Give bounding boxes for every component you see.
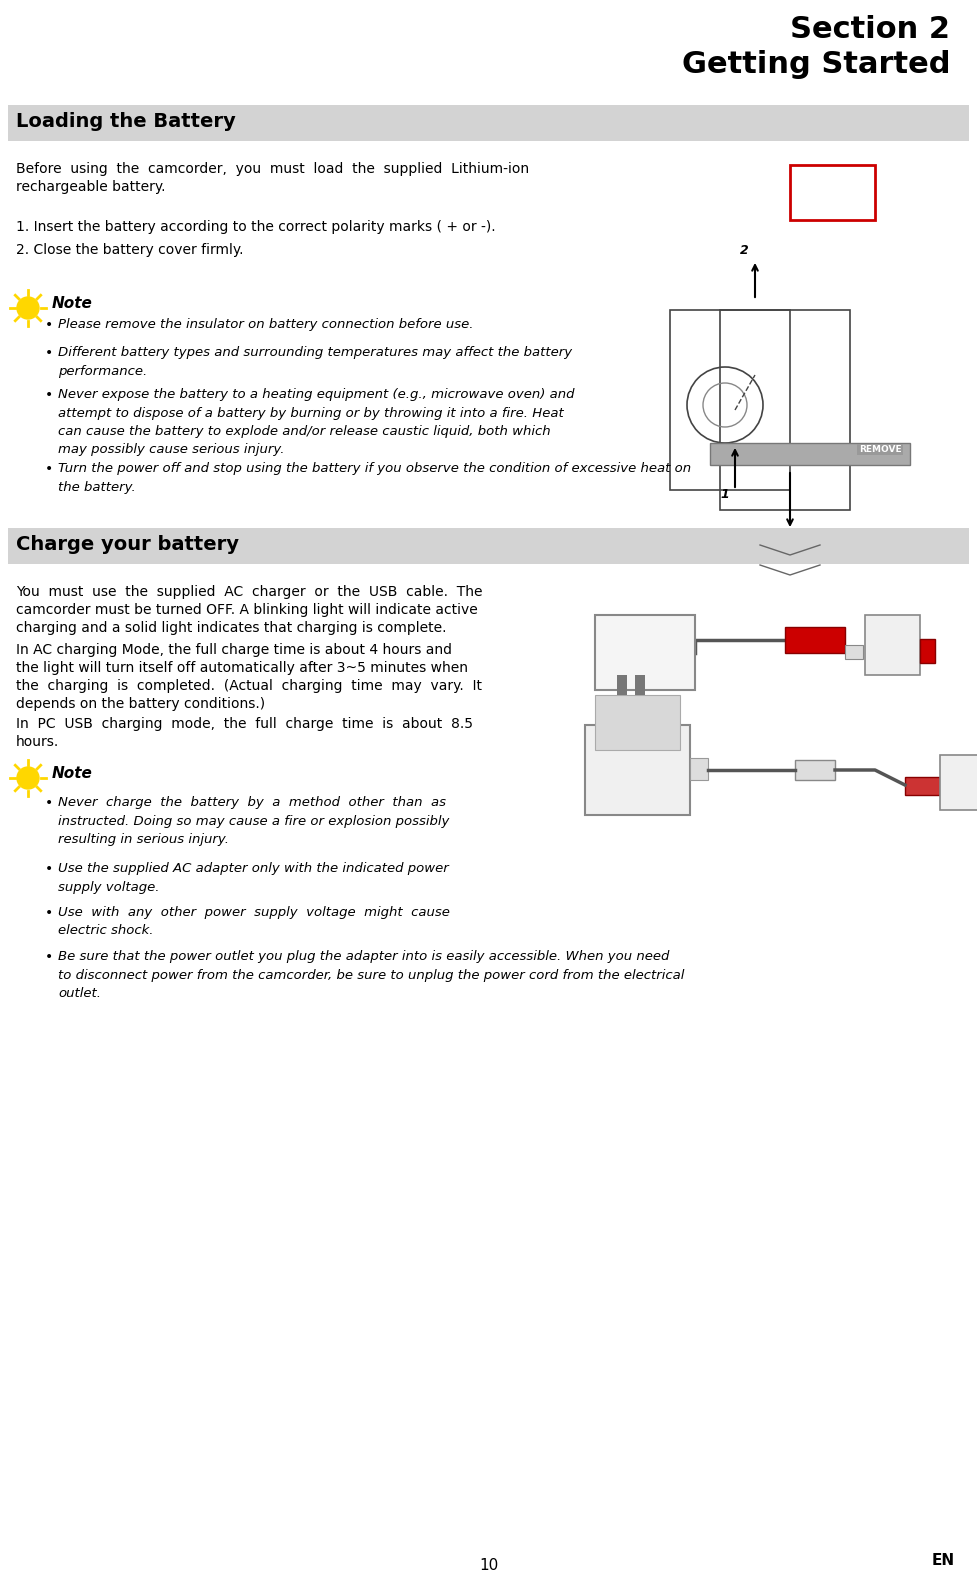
Text: 2: 2 (740, 245, 748, 257)
Text: 2. Close the battery cover firmly.: 2. Close the battery cover firmly. (16, 243, 243, 257)
Text: •: • (45, 862, 54, 876)
Text: the light will turn itself off automatically after 3~5 minutes when: the light will turn itself off automatic… (16, 662, 468, 674)
Text: Note: Note (52, 295, 93, 311)
Bar (790, 164, 875, 219)
Bar (785, 627, 845, 654)
Text: Use  with  any  other  power  supply  voltage  might  cause
electric shock.: Use with any other power supply voltage … (58, 906, 449, 938)
Text: In  PC  USB  charging  mode,  the  full  charge  time  is  about  8.5: In PC USB charging mode, the full charge… (16, 717, 473, 731)
Text: •: • (45, 346, 54, 360)
Text: camcorder must be turned OFF. A blinking light will indicate active: camcorder must be turned OFF. A blinking… (16, 603, 478, 617)
Text: Loading the Battery: Loading the Battery (16, 112, 235, 131)
Text: •: • (45, 906, 54, 921)
Text: 1. Insert the battery according to the correct polarity marks ( + or -).: 1. Insert the battery according to the c… (16, 219, 495, 234)
Text: REMOVE: REMOVE (859, 445, 902, 455)
Text: Getting Started: Getting Started (682, 51, 950, 79)
Bar (617, 674, 627, 695)
Text: Never  charge  the  battery  by  a  method  other  than  as
instructed. Doing so: Never charge the battery by a method oth… (58, 796, 449, 846)
Bar (865, 614, 920, 674)
Bar (920, 639, 935, 663)
Text: Charge your battery: Charge your battery (16, 535, 239, 554)
Text: EN: EN (932, 1554, 955, 1568)
Text: 10: 10 (479, 1558, 498, 1573)
Text: •: • (45, 388, 54, 403)
Text: •: • (45, 951, 54, 965)
Bar (795, 759, 835, 780)
Bar (585, 725, 690, 815)
Text: Turn the power off and stop using the battery if you observe the condition of ex: Turn the power off and stop using the ba… (58, 463, 691, 494)
Bar (905, 777, 940, 794)
Circle shape (17, 767, 39, 790)
Text: Section 2: Section 2 (790, 14, 950, 44)
Bar (720, 309, 850, 510)
Text: rechargeable battery.: rechargeable battery. (16, 180, 165, 194)
Text: hours.: hours. (16, 734, 60, 748)
Bar (635, 674, 645, 695)
Text: Note: Note (52, 766, 93, 782)
Bar (595, 614, 695, 690)
Text: Different battery types and surrounding temperatures may affect the battery
perf: Different battery types and surrounding … (58, 346, 573, 377)
Text: the  charging  is  completed.  (Actual  charging  time  may  vary.  It: the charging is completed. (Actual charg… (16, 679, 482, 693)
Text: depends on the battery conditions.): depends on the battery conditions.) (16, 696, 265, 711)
Text: Be sure that the power outlet you plug the adapter into is easily accessible. Wh: Be sure that the power outlet you plug t… (58, 951, 684, 1000)
Bar (595, 695, 680, 750)
Text: In AC charging Mode, the full charge time is about 4 hours and: In AC charging Mode, the full charge tim… (16, 643, 452, 657)
Text: •: • (45, 317, 54, 332)
Bar (670, 309, 790, 489)
Bar (8, 104, 969, 141)
Text: Use the supplied AC adapter only with the indicated power
supply voltage.: Use the supplied AC adapter only with th… (58, 862, 448, 894)
Text: You  must  use  the  supplied  AC  charger  or  the  USB  cable.  The: You must use the supplied AC charger or … (16, 584, 483, 598)
Text: 1: 1 (720, 488, 729, 501)
Bar (710, 444, 910, 464)
Bar (845, 644, 863, 658)
Text: •: • (45, 796, 54, 810)
Text: Before  using  the  camcorder,  you  must  load  the  supplied  Lithium-ion: Before using the camcorder, you must loa… (16, 163, 530, 175)
Text: charging and a solid light indicates that charging is complete.: charging and a solid light indicates tha… (16, 621, 446, 635)
Bar (690, 758, 708, 780)
Text: Please remove the insulator on battery connection before use.: Please remove the insulator on battery c… (58, 317, 474, 332)
Text: •: • (45, 463, 54, 475)
Bar (8, 527, 969, 564)
Bar (940, 755, 977, 810)
Text: Never expose the battery to a heating equipment (e.g., microwave oven) and
attem: Never expose the battery to a heating eq… (58, 388, 574, 456)
Circle shape (17, 297, 39, 319)
